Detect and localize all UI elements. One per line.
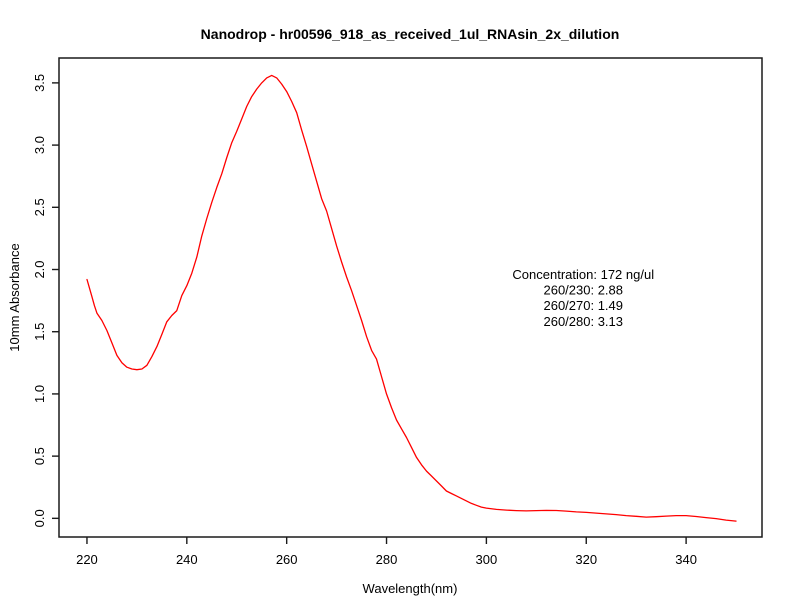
x-tick-label: 240: [176, 552, 198, 567]
x-axis: 220 240 260 280 300 320 340: [76, 537, 697, 567]
plot-box: [58, 57, 763, 538]
annotation-line: 260/230: 2.88: [543, 283, 623, 298]
x-axis-label: Wavelength(nm): [363, 581, 458, 596]
x-tick-label: 300: [476, 552, 498, 567]
y-tick-label: 0.5: [32, 447, 47, 465]
y-axis-label: 10mm Absorbance: [7, 243, 22, 351]
y-tick-label: 0.0: [32, 509, 47, 527]
y-tick-label: 1.0: [32, 385, 47, 403]
annotation-line: 260/280: 3.13: [543, 314, 623, 329]
x-tick-label: 260: [276, 552, 298, 567]
y-tick-label: 2.0: [32, 260, 47, 278]
x-tick-label: 220: [76, 552, 98, 567]
annotation-line: Concentration: 172 ng/ul: [512, 267, 654, 282]
y-tick-label: 3.5: [32, 74, 47, 92]
x-tick-label: 280: [376, 552, 398, 567]
x-tick-label: 340: [675, 552, 697, 567]
y-tick-label: 2.5: [32, 198, 47, 216]
x-tick-label: 320: [575, 552, 597, 567]
y-axis: 0.0 0.5 1.0 1.5 2.0 2.5 3.0 3.5: [32, 74, 59, 527]
y-tick-label: 1.5: [32, 323, 47, 341]
chart-title: Nanodrop - hr00596_918_as_received_1ul_R…: [201, 26, 620, 42]
spectrum-line: [86, 74, 737, 522]
annotation-line: 260/270: 1.49: [543, 298, 623, 313]
y-tick-label: 3.0: [32, 136, 47, 154]
